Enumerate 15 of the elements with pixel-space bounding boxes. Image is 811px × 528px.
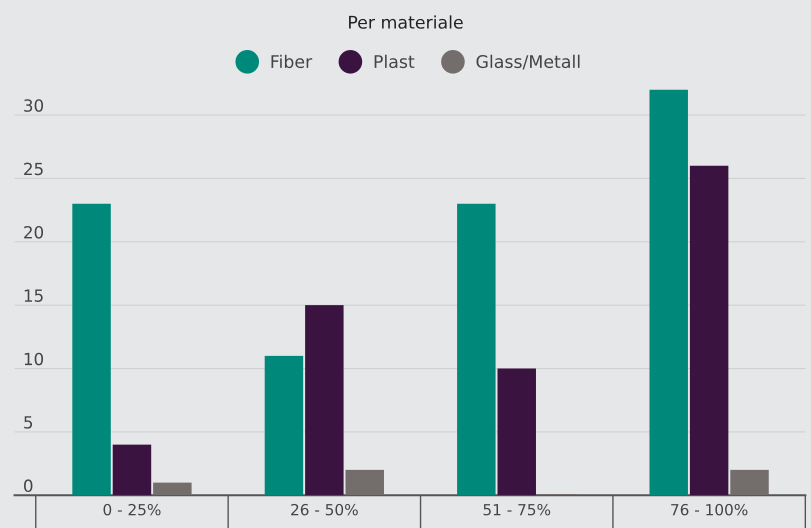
y-tick-label: 25 (24, 162, 43, 176)
y-tick-label: 10 (24, 352, 44, 366)
y-tick-label: 5 (24, 416, 32, 429)
legend-label: Plast (374, 54, 414, 68)
y-tick-label: 15 (24, 290, 43, 302)
x-tick-label: 51 - 75% (484, 504, 550, 516)
x-tick-label: 76 - 100% (671, 504, 748, 516)
y-tick-label: 0 (24, 479, 32, 492)
y-tick-label: 30 (24, 99, 44, 112)
legend-label: Fiber (272, 54, 312, 68)
legend-label: Glass/Metall (476, 54, 580, 70)
x-tick-label: 0 - 25% (104, 504, 161, 516)
text: Per materiale (349, 15, 463, 29)
x-tick-label: 26 - 50% (291, 504, 358, 516)
y-tick-label: 20 (24, 226, 44, 239)
